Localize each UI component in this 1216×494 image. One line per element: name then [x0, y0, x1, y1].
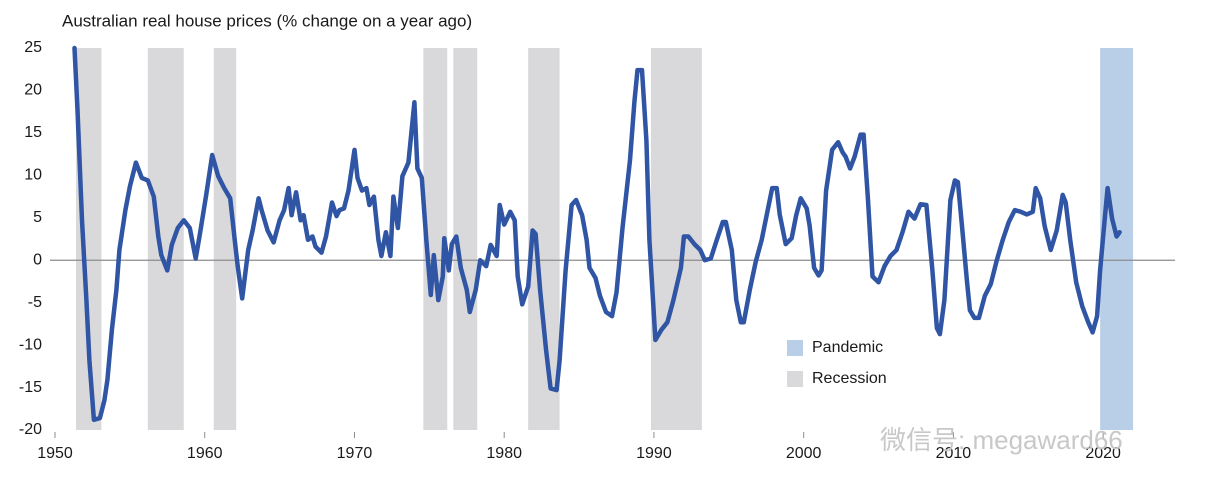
y-tick-label: 25 [24, 39, 42, 56]
shaded-band [423, 48, 448, 430]
watermark: 微信号: megaward66 [880, 425, 1123, 455]
y-tick-label: 10 [24, 167, 42, 184]
chart-title: Australian real house prices (% change o… [62, 11, 472, 30]
legend-swatch [787, 371, 803, 387]
data-line [72, 45, 1122, 423]
shaded-band [650, 48, 702, 430]
x-tick-label: 1990 [636, 445, 672, 462]
legend-label: Recession [812, 370, 887, 387]
x-tick-label: 2020 [1085, 445, 1121, 462]
x-tick-label: 1980 [486, 445, 522, 462]
y-tick-label: -15 [19, 379, 42, 396]
y-tick-label: 20 [24, 82, 42, 99]
x-tick-label: 1960 [187, 445, 223, 462]
legend-label: Pandemic [812, 339, 883, 356]
y-tick-label: -10 [19, 336, 42, 353]
shaded-band [453, 48, 478, 430]
x-tick-label: 2010 [936, 445, 972, 462]
y-tick-label: 5 [33, 209, 42, 226]
shaded-band [147, 48, 184, 430]
x-tick-label: 2000 [786, 445, 822, 462]
legend-swatch [787, 340, 803, 356]
y-tick-label: 15 [24, 124, 42, 141]
shaded-band [1100, 48, 1134, 430]
x-tick-label: 1970 [337, 445, 373, 462]
x-tick-label: 1950 [37, 445, 73, 462]
y-tick-label: -5 [28, 294, 42, 311]
y-tick-label: 0 [33, 251, 42, 268]
y-tick-label: -20 [19, 421, 42, 438]
shaded-band [213, 48, 237, 430]
